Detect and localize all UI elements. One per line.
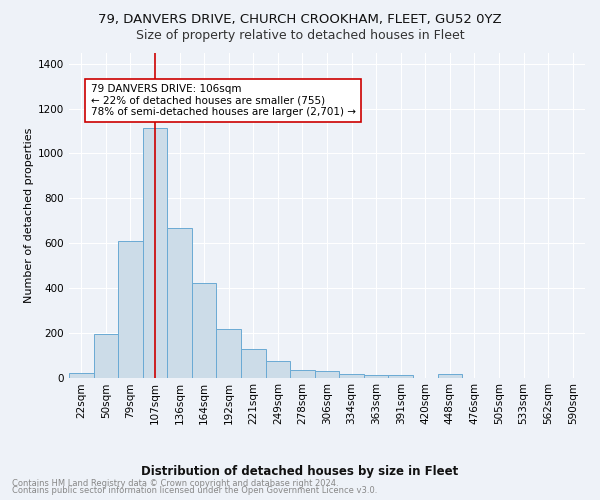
Text: 79 DANVERS DRIVE: 106sqm
← 22% of detached houses are smaller (755)
78% of semi-: 79 DANVERS DRIVE: 106sqm ← 22% of detach…	[91, 84, 356, 117]
Text: Distribution of detached houses by size in Fleet: Distribution of detached houses by size …	[142, 465, 458, 478]
Bar	[241, 349, 266, 378]
Bar	[94, 334, 118, 378]
Y-axis label: Number of detached properties: Number of detached properties	[24, 128, 34, 302]
Bar	[290, 370, 315, 378]
Bar	[118, 241, 143, 378]
Bar	[364, 375, 388, 378]
Bar	[437, 374, 462, 378]
Bar	[388, 376, 413, 378]
Text: Contains public sector information licensed under the Open Government Licence v3: Contains public sector information licen…	[12, 486, 377, 495]
Bar	[69, 373, 94, 378]
Bar	[143, 128, 167, 378]
Bar	[266, 362, 290, 378]
Bar	[192, 284, 217, 378]
Bar	[167, 228, 192, 378]
Bar	[217, 330, 241, 378]
Text: Size of property relative to detached houses in Fleet: Size of property relative to detached ho…	[136, 29, 464, 42]
Bar	[315, 372, 339, 378]
Text: Contains HM Land Registry data © Crown copyright and database right 2024.: Contains HM Land Registry data © Crown c…	[12, 478, 338, 488]
Bar	[339, 374, 364, 378]
Text: 79, DANVERS DRIVE, CHURCH CROOKHAM, FLEET, GU52 0YZ: 79, DANVERS DRIVE, CHURCH CROOKHAM, FLEE…	[98, 12, 502, 26]
